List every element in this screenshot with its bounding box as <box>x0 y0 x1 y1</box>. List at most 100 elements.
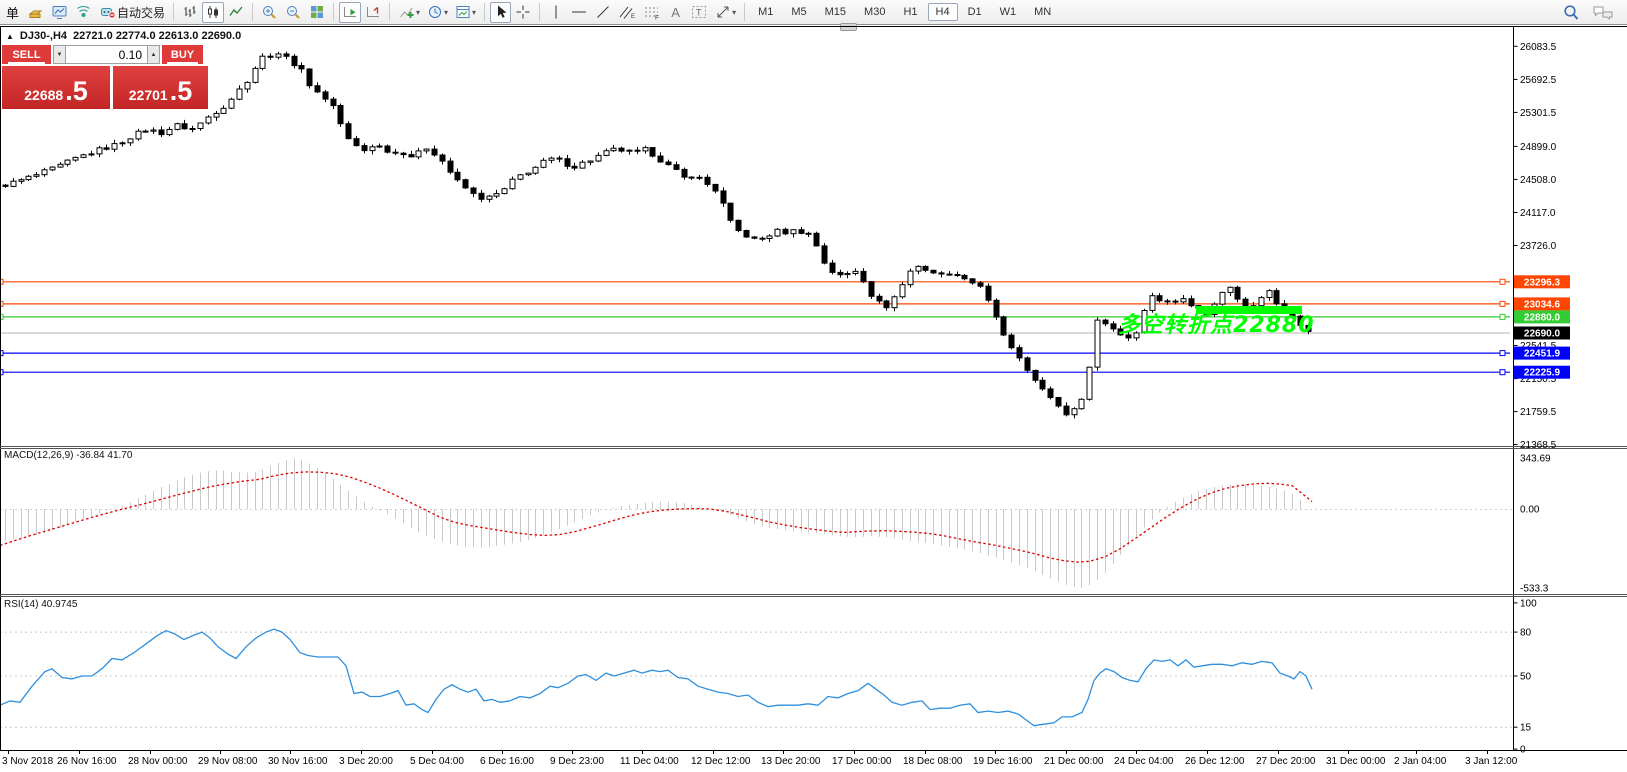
chat-button[interactable] <box>1589 2 1617 23</box>
line-chart-mode-button[interactable] <box>225 2 247 23</box>
volume-input[interactable] <box>66 45 147 64</box>
x-axis-label[interactable]: 30 Nov 16:00 <box>268 756 328 767</box>
indicators-button[interactable]: ▾ <box>395 2 423 23</box>
tile-windows-button[interactable] <box>306 2 328 23</box>
timeframe-W1[interactable]: W1 <box>992 3 1025 21</box>
x-axis-label[interactable]: 17 Dec 00:00 <box>832 756 892 767</box>
vertical-line-tool-button[interactable] <box>545 2 566 23</box>
x-axis-label[interactable]: 26 Nov 16:00 <box>57 756 117 767</box>
candle-body <box>330 98 337 107</box>
new-order-button[interactable]: 单 <box>2 2 23 23</box>
x-axis-label[interactable]: 21 Dec 00:00 <box>1044 756 1104 767</box>
timeframe-M15[interactable]: M15 <box>817 3 854 21</box>
level-handle-right[interactable] <box>1499 350 1506 357</box>
x-axis-label[interactable]: 28 Nov 00:00 <box>128 756 188 767</box>
candle-body <box>119 142 126 145</box>
sell-price-box[interactable]: 22688 .5 <box>2 66 110 109</box>
rsi-line <box>0 628 1313 727</box>
x-axis-label[interactable]: 5 Dec 04:00 <box>410 756 464 767</box>
candle-body <box>64 159 71 165</box>
x-axis-label[interactable]: 3 Jan 12:00 <box>1465 756 1518 767</box>
x-axis-label[interactable]: 18 Dec 08:00 <box>903 756 963 767</box>
zoom-out-button[interactable] <box>282 2 305 23</box>
candle-body <box>899 284 906 298</box>
volume-decrease-button[interactable]: ▼ <box>53 45 66 64</box>
charts-button[interactable] <box>48 2 71 23</box>
x-axis-label[interactable]: 6 Dec 16:00 <box>480 756 534 767</box>
text-tool-button[interactable]: A <box>665 2 686 23</box>
cursor-tool-button[interactable] <box>490 1 512 23</box>
timeframe-H4[interactable]: H4 <box>927 3 958 21</box>
crosshair-tool-button[interactable] <box>512 2 534 23</box>
volume-increase-button[interactable]: ▲ <box>147 45 160 64</box>
macd-axis-label: 343.69 <box>1520 454 1551 465</box>
one-click-trade-panel: SELL ▼ ▲ BUY 22688 .5 22701 .5 <box>2 45 208 109</box>
chart-shift-button[interactable] <box>362 2 384 23</box>
x-axis-label[interactable]: 12 Dec 12:00 <box>691 756 751 767</box>
candle-body <box>782 228 789 235</box>
candle-body <box>1117 328 1124 336</box>
timeframe-H1[interactable]: H1 <box>895 3 925 21</box>
timeframe-D1[interactable]: D1 <box>960 3 990 21</box>
templates-button[interactable]: ▾ <box>452 2 479 23</box>
level-handle-right[interactable] <box>1499 369 1506 376</box>
x-axis-label[interactable]: 2 Jan 04:00 <box>1394 756 1447 767</box>
chart-canvas[interactable]: 26083.5 25692.5 25301.5 24899.0 24508.0 24117… <box>0 26 1627 772</box>
level-handle-right[interactable] <box>1499 300 1506 307</box>
candle-body <box>213 112 220 118</box>
timeframe-M5[interactable]: M5 <box>783 3 814 21</box>
candle-body <box>1094 319 1101 368</box>
market-watch-button[interactable] <box>24 2 47 23</box>
signal-button[interactable] <box>72 2 95 23</box>
candle-body <box>306 68 313 87</box>
sell-button[interactable]: SELL <box>2 45 51 64</box>
buy-button[interactable]: BUY <box>162 45 203 64</box>
level-handle-right[interactable] <box>1499 313 1506 320</box>
channel-tool-button[interactable]: E <box>615 2 639 23</box>
horizontal-line-tool-button[interactable] <box>567 2 591 23</box>
collapse-triangle-icon[interactable]: ▲ <box>6 31 14 41</box>
x-axis-label[interactable]: 13 Dec 20:00 <box>761 756 821 767</box>
x-axis-label[interactable]: 24 Dec 04:00 <box>1114 756 1174 767</box>
periods-button[interactable]: ▾ <box>424 2 451 23</box>
candle-body <box>548 157 555 161</box>
timeframe-M30[interactable]: M30 <box>856 3 893 21</box>
timeframe-MN[interactable]: MN <box>1026 3 1059 21</box>
candle-body <box>938 272 945 275</box>
x-axis-label[interactable]: 19 Dec 16:00 <box>973 756 1033 767</box>
x-axis-label[interactable]: 3 Nov 2018 <box>2 756 54 767</box>
autotrade-button[interactable]: 自动交易 <box>96 2 168 23</box>
trendline-tool-button[interactable] <box>592 2 614 23</box>
fibonacci-tool-button[interactable]: F <box>640 2 664 23</box>
x-axis-label[interactable]: 3 Dec 20:00 <box>339 756 393 767</box>
x-axis-label[interactable]: 11 Dec 04:00 <box>620 756 679 767</box>
candle-body <box>883 300 890 309</box>
x-axis-label[interactable]: 31 Dec 00:00 <box>1326 756 1386 767</box>
x-axis-label[interactable]: 9 Dec 23:00 <box>550 756 604 767</box>
pivot-annotation[interactable]: 多空转折点22880 <box>1118 313 1315 338</box>
candle-body <box>384 145 391 153</box>
text-label-tool-button[interactable]: T <box>687 2 711 23</box>
candle-body <box>556 157 563 160</box>
zoom-in-button[interactable] <box>258 2 281 23</box>
candle-body <box>774 228 781 237</box>
x-axis-label[interactable]: 26 Dec 12:00 <box>1185 756 1245 767</box>
timeframe-M1[interactable]: M1 <box>750 3 781 21</box>
candle-body <box>486 195 493 200</box>
buy-price-box[interactable]: 22701 .5 <box>113 66 208 109</box>
candlestick-mode-button[interactable] <box>202 1 225 23</box>
bar-chart-mode-button[interactable] <box>179 2 201 23</box>
candle-body <box>571 165 578 169</box>
auto-scroll-button[interactable] <box>339 1 362 23</box>
x-axis-label[interactable]: 29 Nov 08:00 <box>198 756 258 767</box>
candle-body <box>369 146 376 152</box>
x-axis-label[interactable]: 27 Dec 20:00 <box>1256 756 1316 767</box>
pivot-highlight-bar[interactable] <box>1196 306 1302 314</box>
arrows-tool-button[interactable]: ▾ <box>712 2 739 23</box>
chart-ohlc-values: 22721.0 22774.0 22613.0 22690.0 <box>73 30 242 42</box>
candle-body <box>977 282 984 287</box>
search-button[interactable] <box>1559 2 1583 23</box>
indicators-dropdown-icon: ▾ <box>416 7 421 17</box>
level-handle-right[interactable] <box>1499 278 1506 285</box>
candle-body <box>322 91 329 100</box>
